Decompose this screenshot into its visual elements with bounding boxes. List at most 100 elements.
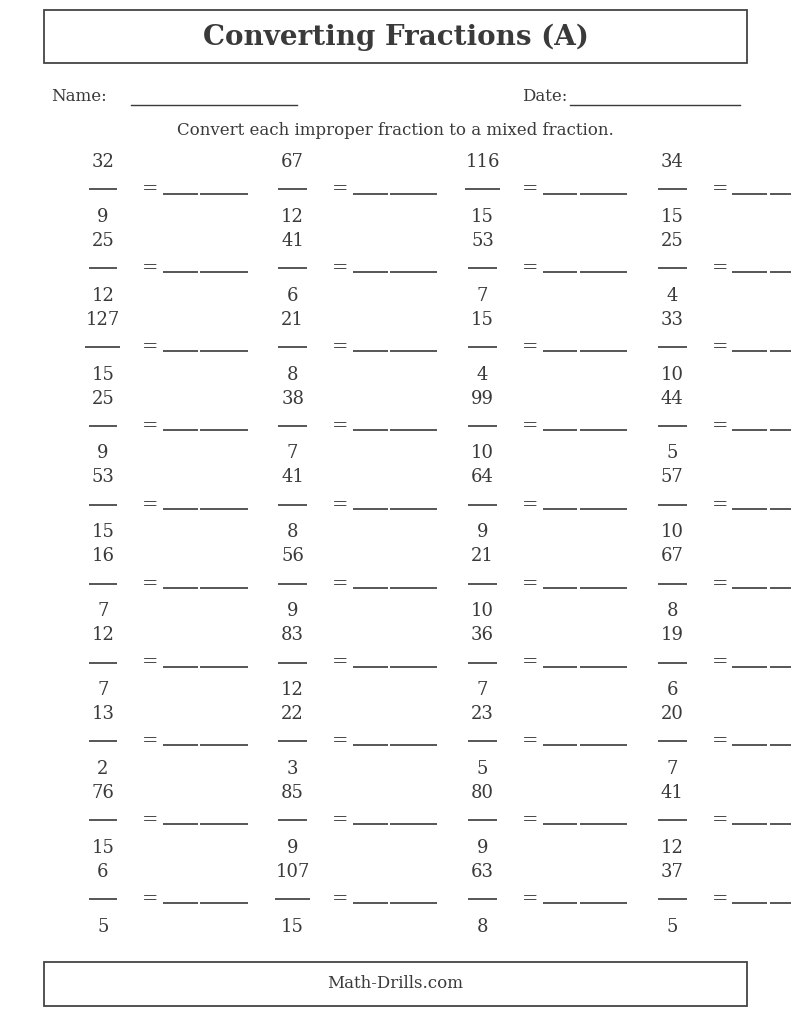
Text: 41: 41 — [282, 231, 304, 250]
Text: Convert each improper fraction to a mixed fraction.: Convert each improper fraction to a mixe… — [177, 122, 614, 138]
Text: 76: 76 — [92, 783, 114, 802]
Text: 7: 7 — [667, 760, 678, 778]
Text: 23: 23 — [471, 705, 494, 723]
Text: =: = — [712, 574, 728, 593]
Text: 80: 80 — [471, 783, 494, 802]
Text: =: = — [332, 180, 348, 199]
Text: 6: 6 — [97, 862, 108, 881]
Text: =: = — [522, 732, 538, 751]
Text: 7: 7 — [97, 602, 108, 621]
Text: =: = — [332, 338, 348, 356]
Text: 36: 36 — [471, 626, 494, 644]
Text: 10: 10 — [471, 444, 494, 463]
Text: 41: 41 — [661, 783, 683, 802]
Text: 9: 9 — [97, 208, 108, 226]
Text: 8: 8 — [287, 523, 298, 542]
Text: 15: 15 — [471, 310, 494, 329]
Text: 3: 3 — [287, 760, 298, 778]
Text: 67: 67 — [661, 547, 683, 565]
Text: 85: 85 — [282, 783, 304, 802]
Text: 21: 21 — [471, 547, 494, 565]
Text: 12: 12 — [92, 287, 114, 305]
Text: 5: 5 — [477, 760, 488, 778]
Text: 4: 4 — [477, 366, 488, 384]
Text: =: = — [142, 496, 158, 514]
Text: =: = — [712, 417, 728, 435]
Text: =: = — [142, 653, 158, 672]
Text: 15: 15 — [282, 918, 304, 936]
Text: 6: 6 — [667, 681, 678, 699]
Text: =: = — [332, 653, 348, 672]
Text: 16: 16 — [91, 547, 115, 565]
Text: =: = — [712, 890, 728, 908]
Text: 127: 127 — [85, 310, 120, 329]
Text: Math-Drills.com: Math-Drills.com — [327, 975, 464, 992]
Text: 53: 53 — [471, 231, 494, 250]
Text: 37: 37 — [661, 862, 683, 881]
Text: 5: 5 — [667, 444, 678, 463]
Text: 64: 64 — [471, 468, 494, 486]
Text: 15: 15 — [92, 839, 114, 857]
Text: 38: 38 — [281, 389, 305, 408]
Text: 9: 9 — [97, 444, 108, 463]
Text: 67: 67 — [282, 153, 304, 171]
Text: =: = — [522, 259, 538, 278]
Text: =: = — [522, 338, 538, 356]
Text: 19: 19 — [660, 626, 684, 644]
Text: 12: 12 — [92, 626, 114, 644]
Text: 20: 20 — [661, 705, 683, 723]
Text: =: = — [712, 496, 728, 514]
Text: 6: 6 — [287, 287, 298, 305]
Text: =: = — [522, 653, 538, 672]
Text: 57: 57 — [661, 468, 683, 486]
Text: 15: 15 — [92, 366, 114, 384]
Text: 53: 53 — [92, 468, 114, 486]
Text: 83: 83 — [281, 626, 305, 644]
Text: 10: 10 — [471, 602, 494, 621]
Text: 2: 2 — [97, 760, 108, 778]
FancyBboxPatch shape — [44, 962, 747, 1006]
Text: 7: 7 — [477, 681, 488, 699]
Text: 15: 15 — [661, 208, 683, 226]
Text: 9: 9 — [287, 839, 298, 857]
Text: =: = — [142, 180, 158, 199]
Text: =: = — [712, 811, 728, 829]
Text: =: = — [332, 417, 348, 435]
Text: 12: 12 — [282, 681, 304, 699]
Text: 5: 5 — [97, 918, 108, 936]
Text: 8: 8 — [667, 602, 678, 621]
Text: =: = — [142, 890, 158, 908]
Text: 9: 9 — [477, 523, 488, 542]
Text: =: = — [712, 338, 728, 356]
Text: 44: 44 — [661, 389, 683, 408]
Text: =: = — [332, 890, 348, 908]
Text: =: = — [142, 259, 158, 278]
Text: 9: 9 — [287, 602, 298, 621]
Text: =: = — [522, 811, 538, 829]
Text: 7: 7 — [97, 681, 108, 699]
Text: 10: 10 — [660, 366, 684, 384]
Text: =: = — [332, 574, 348, 593]
Text: 15: 15 — [92, 523, 114, 542]
Text: 99: 99 — [471, 389, 494, 408]
Text: 8: 8 — [287, 366, 298, 384]
Text: 21: 21 — [282, 310, 304, 329]
Text: =: = — [142, 732, 158, 751]
Text: 15: 15 — [471, 208, 494, 226]
Text: =: = — [332, 259, 348, 278]
Text: 8: 8 — [477, 918, 488, 936]
Text: 32: 32 — [92, 153, 114, 171]
Text: =: = — [712, 180, 728, 199]
Text: 107: 107 — [275, 862, 310, 881]
Text: =: = — [332, 811, 348, 829]
Text: 12: 12 — [282, 208, 304, 226]
Text: 10: 10 — [660, 523, 684, 542]
Text: 12: 12 — [661, 839, 683, 857]
Text: =: = — [712, 732, 728, 751]
Text: =: = — [712, 259, 728, 278]
Text: 4: 4 — [667, 287, 678, 305]
Text: 25: 25 — [92, 231, 114, 250]
Text: 22: 22 — [282, 705, 304, 723]
Text: 25: 25 — [661, 231, 683, 250]
Text: =: = — [522, 890, 538, 908]
